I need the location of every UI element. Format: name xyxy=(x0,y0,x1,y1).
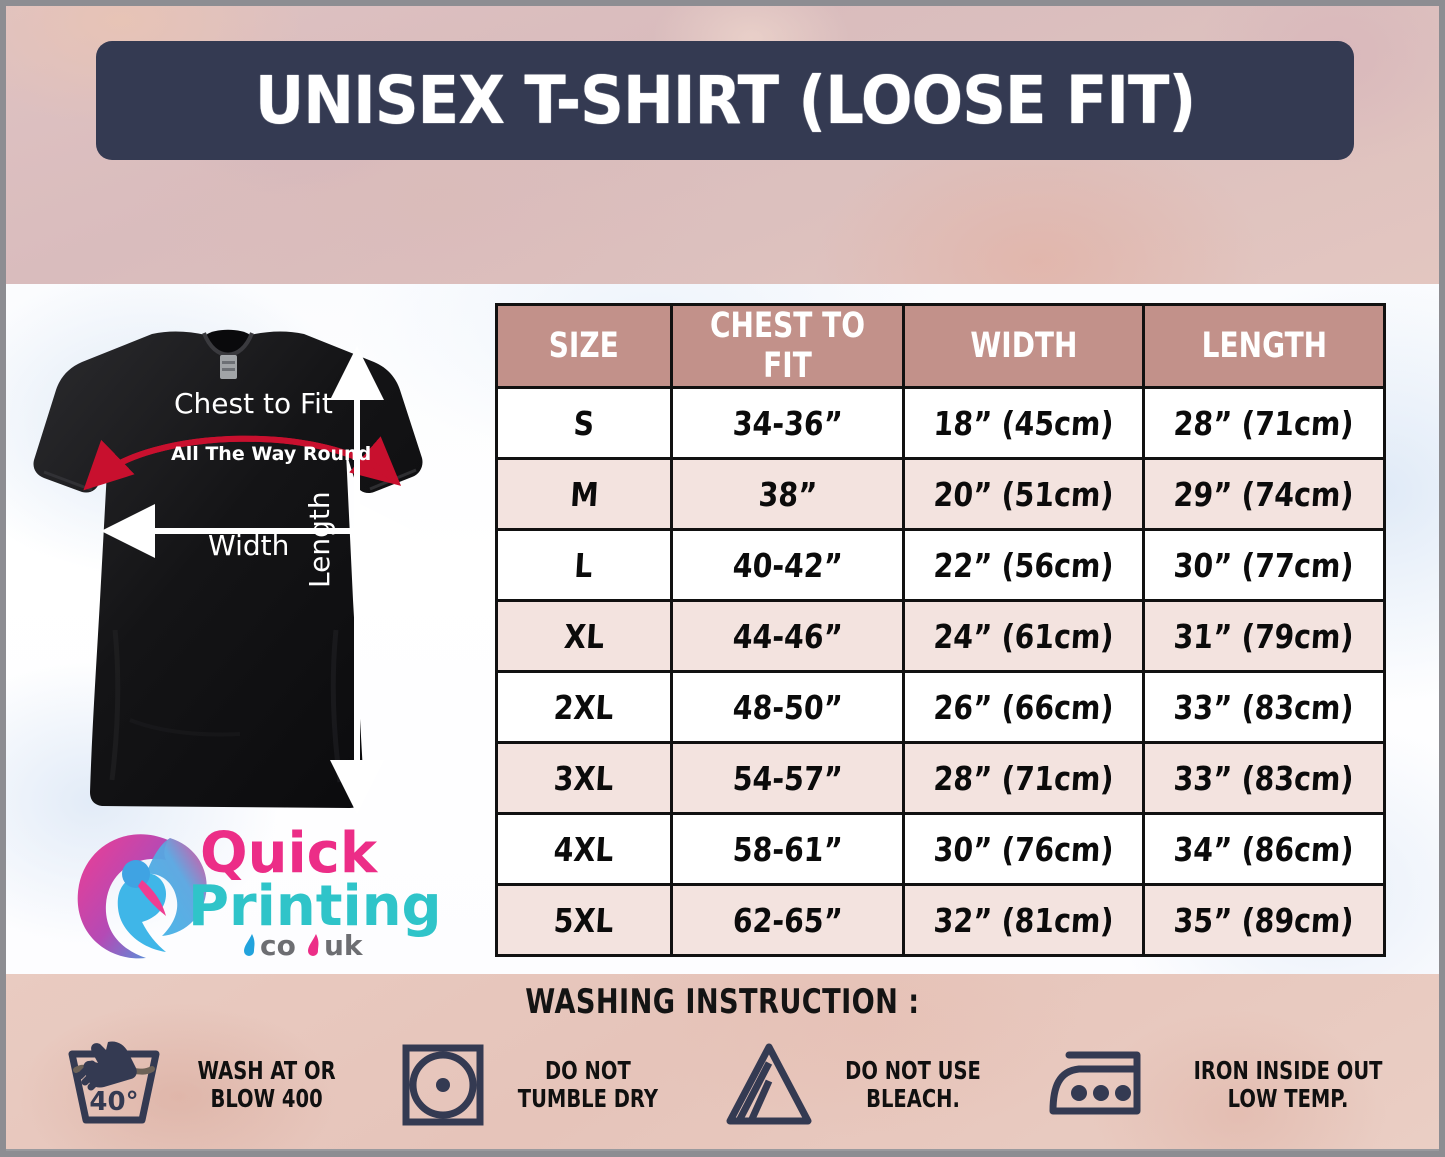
cell-length: 35” (89cm) xyxy=(1142,883,1386,957)
table-row: XL 44-46” 24” (61cm) 31” (79cm) xyxy=(495,599,1386,673)
droplet-pink-icon xyxy=(308,934,319,956)
cell-width: 20” (51cm) xyxy=(902,457,1145,531)
cell-length: 31” (79cm) xyxy=(1142,599,1386,673)
cell-size: S xyxy=(495,386,673,460)
table-row: L 40-42” 22” (56cm) 30” (77cm) xyxy=(495,528,1386,602)
cell-chest: 62-65” xyxy=(670,883,905,957)
cell-width: 26” (66cm) xyxy=(902,670,1145,744)
droplet-blue-icon xyxy=(244,934,255,956)
washing-icons-row: 40° WASH AT OR BLOW 400 xyxy=(62,1040,1409,1130)
no-tumble-dry-icon xyxy=(400,1042,486,1128)
cell-chest: 40-42” xyxy=(670,528,905,602)
logo-suffix-co: co xyxy=(260,929,296,962)
cell-chest: 34-36” xyxy=(670,386,905,460)
column-header-width: WIDTH xyxy=(902,303,1145,389)
washing-item-iron-low-temp: IRON INSIDE OUT LOW TEMP. xyxy=(1045,1045,1409,1125)
page-title: UNISEX T-SHIRT (LOOSE FIT) xyxy=(254,61,1196,139)
hand-wash-temp-label: 40° xyxy=(89,1087,138,1117)
brand-logo[interactable]: Quick Printing co uk xyxy=(62,812,452,972)
cell-size: M xyxy=(495,457,673,531)
washing-label-no-tumble-dry: DO NOT TUMBLE DRY xyxy=(518,1055,659,1113)
table-row: M 38” 20” (51cm) 29” (74cm) xyxy=(495,457,1386,531)
cell-width: 32” (81cm) xyxy=(902,883,1145,957)
cell-width: 22” (56cm) xyxy=(902,528,1145,602)
logo-word-printing: Printing xyxy=(188,874,442,939)
logo-suffix-uk: uk xyxy=(324,929,364,962)
cell-width: 28” (71cm) xyxy=(902,741,1145,815)
column-header-length: LENGTH xyxy=(1142,303,1386,389)
cell-chest: 38” xyxy=(670,457,905,531)
cell-size: 2XL xyxy=(495,670,673,744)
cell-length: 34” (86cm) xyxy=(1142,812,1386,886)
table-row: 3XL 54-57” 28” (71cm) 33” (83cm) xyxy=(495,741,1386,815)
cell-chest: 54-57” xyxy=(670,741,905,815)
page-title-banner: UNISEX T-SHIRT (LOOSE FIT) xyxy=(96,41,1354,160)
cell-size: L xyxy=(495,528,673,602)
hand-wash-icon: 40° xyxy=(62,1040,166,1130)
cell-width: 24” (61cm) xyxy=(902,599,1145,673)
cell-chest: 58-61” xyxy=(670,812,905,886)
no-bleach-icon xyxy=(724,1041,814,1129)
washing-label-iron-low-temp: IRON INSIDE OUT LOW TEMP. xyxy=(1193,1055,1383,1113)
column-header-chest-to-fit: CHEST TO FIT xyxy=(670,303,905,389)
iron-low-icon xyxy=(1045,1045,1155,1125)
washing-label-no-bleach: DO NOT USE BLEACH. xyxy=(844,1055,981,1113)
size-chart-table: SIZE CHEST TO FIT WIDTH LENGTH S 34-36” … xyxy=(495,303,1386,957)
cell-width: 18” (45cm) xyxy=(902,386,1145,460)
column-header-size: SIZE xyxy=(495,303,673,389)
cell-length: 29” (74cm) xyxy=(1142,457,1386,531)
table-row: 2XL 48-50” 26” (66cm) 33” (83cm) xyxy=(495,670,1386,744)
washing-item-hand-wash: 40° WASH AT OR BLOW 400 xyxy=(62,1040,355,1130)
table-row: S 34-36” 18” (45cm) 28” (71cm) xyxy=(495,386,1386,460)
cell-size: 5XL xyxy=(495,883,673,957)
cell-size: XL xyxy=(495,599,673,673)
washing-item-no-tumble-dry: DO NOT TUMBLE DRY xyxy=(400,1042,678,1128)
cell-size: 4XL xyxy=(495,812,673,886)
cell-length: 33” (83cm) xyxy=(1142,741,1386,815)
washing-item-no-bleach: DO NOT USE BLEACH. xyxy=(724,1041,1000,1129)
cell-chest: 44-46” xyxy=(670,599,905,673)
logo-swirl-icon xyxy=(77,834,207,959)
tshirt-shape xyxy=(33,329,423,808)
logo-word-quick: Quick xyxy=(200,821,379,886)
cell-length: 28” (71cm) xyxy=(1142,386,1386,460)
washing-label-hand-wash: WASH AT OR BLOW 400 xyxy=(197,1055,336,1113)
cell-length: 33” (83cm) xyxy=(1142,670,1386,744)
table-header-row: SIZE CHEST TO FIT WIDTH LENGTH xyxy=(495,303,1386,389)
cell-size: 3XL xyxy=(495,741,673,815)
cell-width: 30” (76cm) xyxy=(902,812,1145,886)
washing-instructions-section: WASHING INSTRUCTION : 40° WASH AT OR BLO… xyxy=(6,974,1439,1149)
table-row: 4XL 58-61” 30” (76cm) 34” (86cm) xyxy=(495,812,1386,886)
cell-chest: 48-50” xyxy=(670,670,905,744)
washing-instructions-title: WASHING INSTRUCTION : xyxy=(525,982,920,1022)
tshirt-measurement-diagram xyxy=(20,300,490,840)
cell-length: 30” (77cm) xyxy=(1142,528,1386,602)
table-row: 5XL 62-65” 32” (81cm) 35” (89cm) xyxy=(495,883,1386,957)
